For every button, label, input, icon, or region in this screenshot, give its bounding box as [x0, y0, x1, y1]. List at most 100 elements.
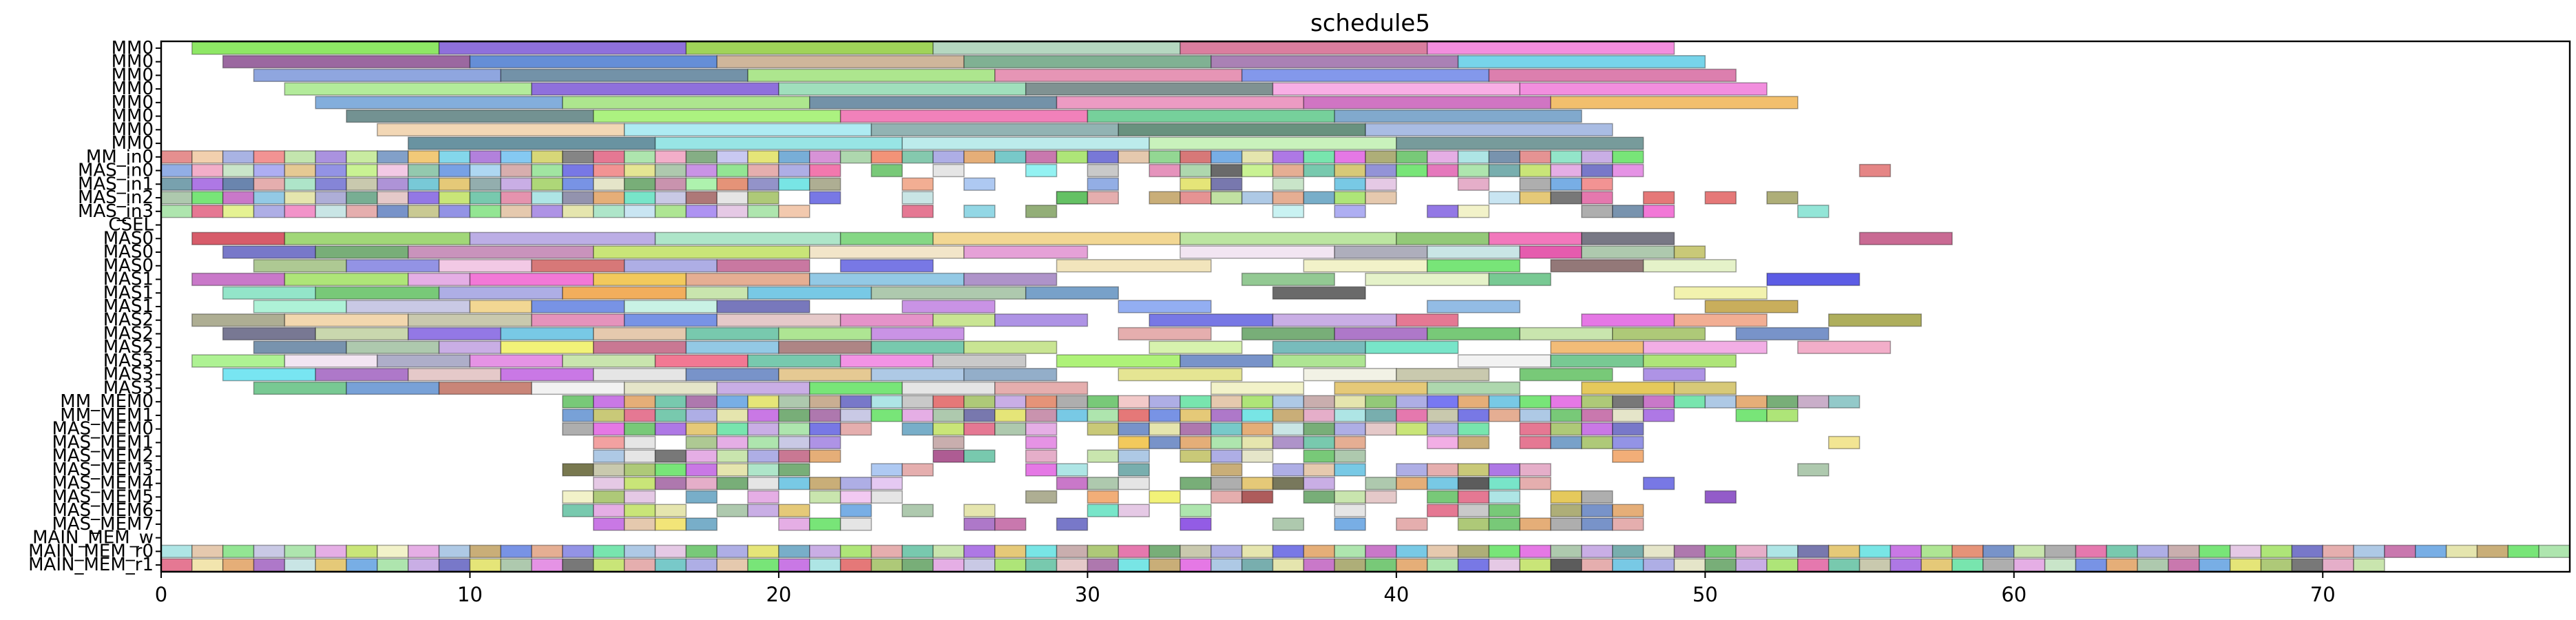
task-bar [1735, 409, 1768, 422]
x-tick-label: 20 [766, 583, 791, 606]
task-bar [1118, 449, 1150, 463]
x-tick-label: 60 [2001, 583, 2027, 606]
task-bar [747, 205, 779, 218]
y-tick-label: MAS3 [103, 378, 154, 398]
task-bar [1828, 544, 1861, 559]
task-bar [1457, 490, 1490, 504]
task-bar [562, 490, 594, 504]
task-bar [315, 558, 347, 572]
task-bar [1951, 544, 1984, 559]
task-bar [315, 191, 347, 205]
task-bar [593, 504, 625, 517]
task-bar [1828, 435, 1861, 450]
task-bar [994, 544, 1027, 559]
task-bar [1149, 409, 1181, 422]
task-bar [1426, 477, 1459, 490]
y-tick-label: MAS1 [103, 282, 154, 303]
task-bar [1550, 504, 1582, 517]
task-bar [778, 504, 810, 517]
task-bar [1457, 354, 1551, 368]
task-bar [839, 109, 1089, 123]
task-bar [284, 177, 316, 191]
task-bar [809, 435, 841, 450]
x-tick-label: 50 [1693, 583, 1718, 606]
task-bar [2291, 544, 2323, 559]
task-bar [1334, 463, 1366, 477]
task-bar [253, 259, 347, 273]
task-bar [685, 477, 718, 490]
y-tick-label: MAS0 [103, 228, 154, 249]
task-bar [593, 340, 687, 354]
task-bar [1766, 544, 1799, 559]
task-bar [1241, 395, 1274, 409]
task-bar [222, 286, 316, 300]
task-bar [1766, 558, 1799, 572]
task-bar [1581, 544, 1613, 559]
task-bar [685, 177, 718, 191]
task-bar [1025, 544, 1058, 559]
task-bar [932, 163, 965, 178]
task-bar [2384, 544, 2416, 559]
task-bar [1519, 477, 1551, 490]
task-bar [1457, 177, 1490, 191]
task-bar [932, 409, 965, 422]
task-bar [839, 477, 872, 490]
task-bar [1488, 544, 1520, 559]
task-bar [685, 490, 718, 504]
task-bar [408, 191, 440, 205]
y-tick-label: CSEL [108, 215, 154, 236]
task-bar [1426, 504, 1459, 517]
task-bar [747, 422, 779, 436]
task-bar [469, 558, 502, 572]
task-bar [377, 123, 625, 136]
task-bar [1550, 354, 1644, 368]
task-bar [1056, 191, 1089, 205]
task-bar [747, 544, 779, 559]
task-bar [1396, 409, 1428, 422]
task-bar [839, 354, 934, 368]
task-bar [284, 205, 316, 218]
task-bar [1211, 544, 1243, 559]
task-bar [469, 150, 502, 164]
task-bar [1056, 354, 1181, 368]
task-bar [593, 435, 625, 450]
task-bar [1180, 477, 1212, 490]
task-bar [716, 395, 748, 409]
task-bar [2106, 544, 2138, 559]
task-bar [1735, 327, 1830, 341]
task-bar [1581, 381, 1675, 395]
task-bar [716, 54, 965, 69]
task-bar [623, 300, 718, 313]
task-bar [1612, 163, 1644, 178]
task-bar [1797, 558, 1830, 572]
task-bar [253, 205, 286, 218]
task-bar [1519, 409, 1551, 422]
task-bar [1365, 409, 1397, 422]
task-bar [1581, 558, 1613, 572]
task-bar [1272, 463, 1305, 477]
task-bar [963, 558, 996, 572]
task-bar [1025, 163, 1058, 178]
task-bar [1241, 191, 1274, 205]
task-bar [1735, 395, 1768, 409]
task-bar [1581, 435, 1613, 450]
task-bar [191, 177, 224, 191]
task-bar [1149, 558, 1181, 572]
task-bar [315, 205, 347, 218]
chart-title: schedule5 [1310, 10, 1430, 37]
task-bar [562, 504, 594, 517]
task-bar [870, 463, 903, 477]
task-bar [531, 259, 625, 273]
task-bar [1334, 109, 1582, 123]
task-bar [901, 463, 934, 477]
task-bar [1118, 463, 1150, 477]
task-bar [1087, 191, 1119, 205]
task-bar [685, 517, 718, 531]
task-bar [963, 409, 996, 422]
task-bar [870, 340, 965, 354]
task-bar [1519, 327, 1613, 341]
task-bar [1118, 368, 1243, 382]
task-bar [1426, 41, 1675, 55]
task-bar [1241, 544, 1274, 559]
task-bar [685, 191, 718, 205]
